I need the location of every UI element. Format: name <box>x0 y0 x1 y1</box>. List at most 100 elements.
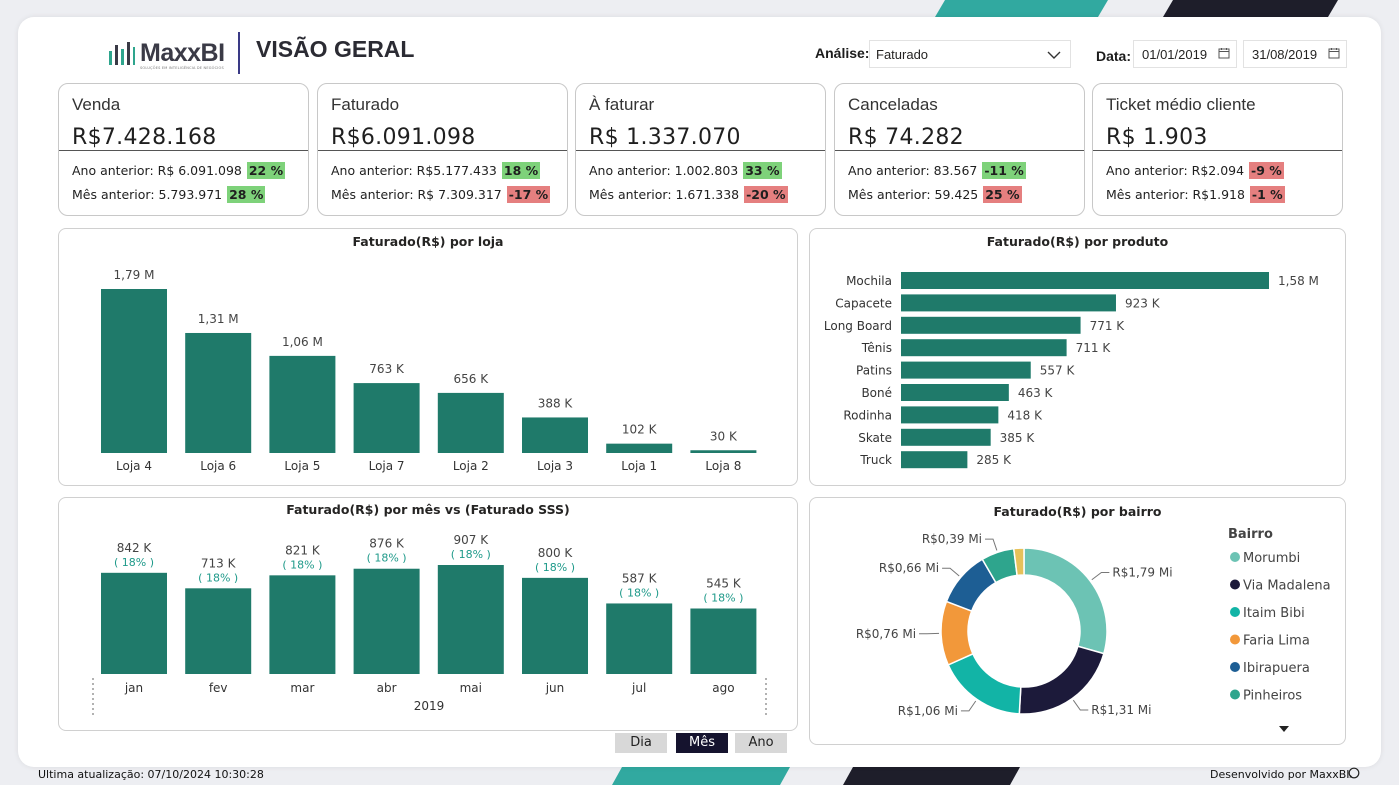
bar-value-label: 388 K <box>538 396 574 410</box>
kpi-prev-year-badge: 33 % <box>743 162 782 179</box>
bar-value-label: 587 K <box>622 571 658 585</box>
legend-marker <box>1230 634 1240 645</box>
bar[interactable] <box>901 339 1067 357</box>
category-label: Loja 4 <box>116 459 152 473</box>
bar-chart-logo-icon <box>109 42 135 65</box>
legend-entry[interactable]: Itaim Bibi <box>1243 606 1305 621</box>
bar[interactable] <box>901 361 1031 379</box>
chart-title: Faturado(R$) por produto <box>986 234 1169 249</box>
kpi-prev-year-badge: -11 % <box>982 162 1026 179</box>
bar[interactable] <box>185 332 252 453</box>
bar[interactable] <box>690 450 757 453</box>
bar[interactable] <box>901 451 968 469</box>
bar[interactable] <box>522 417 588 453</box>
category-label: Loja 7 <box>369 459 405 473</box>
pie-slice[interactable] <box>1023 547 1108 655</box>
analise-dropdown[interactable]: Faturado <box>869 40 1071 68</box>
category-label: Loja 3 <box>537 459 573 473</box>
bar-value-label: 876 K <box>369 537 405 551</box>
bar-value-label: 463 K <box>1018 386 1054 400</box>
kpi-prev-year-label: Ano anterior: 1.002.803 <box>589 163 739 178</box>
bar[interactable] <box>269 575 336 674</box>
legend-marker <box>1230 552 1240 562</box>
calendar-icon[interactable] <box>1218 47 1230 59</box>
kpi-prev-month-label: Mês anterior: R$ 7.309.317 <box>331 187 502 202</box>
category-label: Truck <box>859 453 892 467</box>
kpi-prev-month-badge: 28 % <box>227 186 266 203</box>
category-label: Tênis <box>861 341 892 355</box>
date-start-input[interactable]: 01/01/2019 <box>1133 40 1237 68</box>
bar[interactable] <box>901 384 1009 401</box>
bar[interactable] <box>522 577 588 674</box>
toggle-dia-button[interactable]: Dia <box>615 733 667 753</box>
bar-value-label: 1,79 M <box>114 268 155 282</box>
kpi-prev-year: Ano anterior: 83.567 -11 % <box>848 162 1026 179</box>
pie-slice[interactable] <box>1012 547 1025 577</box>
kpi-prev-year: Ano anterior: R$2.094 -9 % <box>1106 162 1284 179</box>
toggle-mes-button[interactable]: Mês <box>676 733 728 753</box>
bar[interactable] <box>606 443 673 453</box>
legend-marker <box>1230 607 1240 617</box>
pie-slice[interactable] <box>947 652 1022 715</box>
bar[interactable] <box>353 383 420 453</box>
toggle-ano-button[interactable]: Ano <box>735 733 787 753</box>
whatsapp-icon[interactable] <box>1348 767 1360 779</box>
bar[interactable] <box>690 608 757 674</box>
slice-label: R$0,39 Mi <box>922 532 982 546</box>
bar[interactable] <box>437 392 504 453</box>
legend-entry[interactable]: Ibirapuera <box>1243 661 1310 676</box>
bar[interactable] <box>901 406 999 424</box>
kpi-prev-year-label: Ano anterior: 83.567 <box>848 163 978 178</box>
bar[interactable] <box>101 572 167 674</box>
legend-entry[interactable]: Morumbi <box>1243 551 1300 566</box>
legend-entry[interactable]: Via Madalena <box>1243 579 1331 594</box>
bar-value-label: 1,31 M <box>198 312 239 326</box>
bar[interactable] <box>185 588 252 674</box>
legend-scroll-down-icon[interactable] <box>1279 726 1289 732</box>
last-update-text: Ultima atualização: 07/10/2024 10:30:28 <box>38 768 264 781</box>
kpi-prev-year-label: Ano anterior: R$ 6.091.098 <box>72 163 242 178</box>
calendar-icon[interactable] <box>1328 47 1340 59</box>
kpi-title: Ticket médio cliente <box>1106 95 1256 114</box>
bar[interactable] <box>606 603 673 674</box>
bar[interactable] <box>353 568 420 674</box>
legend-entry[interactable]: Pinheiros <box>1243 689 1302 704</box>
slice-label: R$1,06 Mi <box>898 704 958 718</box>
kpi-card: À faturar R$ 1.337.070 Ano anterior: 1.002… <box>575 83 826 216</box>
bar[interactable] <box>901 428 991 446</box>
category-label: Loja 8 <box>705 459 741 473</box>
kpi-card: Canceladas R$ 74.282 Ano anterior: 83.567 … <box>834 83 1085 216</box>
bar[interactable] <box>901 272 1269 289</box>
bar-value-label: 842 K <box>117 541 153 555</box>
kpi-title: Venda <box>72 95 121 114</box>
kpi-value: R$ 1.903 <box>1106 125 1208 150</box>
date-end-value: 31/08/2019 <box>1252 46 1318 62</box>
bar-sss-label: ( 18% ) <box>198 571 238 584</box>
bar[interactable] <box>101 289 167 453</box>
chart-produto-svg: Mochila 1,58 M Capacete 923 K Long Board 771 … <box>824 272 1319 469</box>
bar[interactable] <box>901 294 1116 312</box>
pie-slice[interactable] <box>940 600 974 666</box>
bar[interactable] <box>437 565 504 674</box>
kpi-value: R$ 74.282 <box>848 125 964 150</box>
header-divider <box>238 32 240 74</box>
date-end-input[interactable]: 31/08/2019 <box>1243 40 1347 68</box>
kpi-value: R$ 1.337.070 <box>589 125 741 150</box>
category-label: Mochila <box>846 274 892 288</box>
bar-sss-label: ( 18% ) <box>451 548 491 561</box>
legend-entry[interactable]: Faria Lima <box>1243 634 1310 649</box>
page-title: VISÃO GERAL <box>256 36 415 62</box>
analise-label: Análise: <box>815 45 870 61</box>
kpi-prev-year-badge: 22 % <box>246 162 286 179</box>
bar-value-label: 771 K <box>1090 319 1126 333</box>
category-label: Loja 2 <box>453 459 489 473</box>
category-label: Patins <box>856 364 892 378</box>
kpi-value: R$6.091.098 <box>331 125 476 150</box>
kpi-prev-month-label: Mês anterior: R$1.918 <box>1106 187 1245 202</box>
bar[interactable] <box>901 316 1081 334</box>
kpi-card: Faturado R$6.091.098 Ano anterior: R$5.177… <box>317 83 568 216</box>
category-label: Long Board <box>824 319 892 333</box>
bar-value-label: 800 K <box>538 546 574 560</box>
bar[interactable] <box>269 355 336 453</box>
bar-value-label: 30 K <box>710 429 738 443</box>
